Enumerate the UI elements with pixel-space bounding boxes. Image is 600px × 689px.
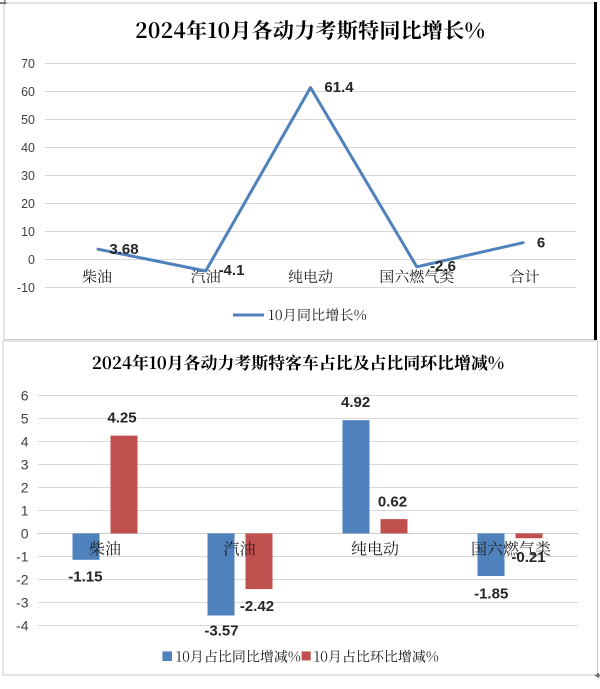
svg-text:-0.21: -0.21 bbox=[511, 549, 545, 566]
svg-text:70: 70 bbox=[21, 57, 35, 71]
svg-text:5: 5 bbox=[21, 410, 29, 426]
svg-text:-3.57: -3.57 bbox=[204, 623, 238, 640]
svg-text:0.62: 0.62 bbox=[378, 494, 407, 511]
svg-text:3.68: 3.68 bbox=[109, 241, 138, 258]
svg-text:6: 6 bbox=[537, 235, 545, 252]
svg-text:-10: -10 bbox=[17, 281, 35, 295]
svg-text:-1.85: -1.85 bbox=[474, 586, 508, 603]
svg-text:-2.6: -2.6 bbox=[430, 258, 456, 275]
svg-text:2: 2 bbox=[21, 479, 29, 495]
svg-text:61.4: 61.4 bbox=[324, 79, 354, 96]
svg-text:4: 4 bbox=[21, 433, 29, 449]
svg-text:10: 10 bbox=[21, 225, 35, 239]
svg-text:0: 0 bbox=[28, 253, 35, 267]
svg-text:4.92: 4.92 bbox=[341, 394, 370, 411]
svg-text:50: 50 bbox=[21, 113, 35, 127]
svg-text:30: 30 bbox=[21, 169, 35, 183]
svg-text:6: 6 bbox=[21, 387, 29, 403]
svg-text:1: 1 bbox=[21, 502, 29, 518]
svg-text:-3: -3 bbox=[16, 594, 29, 610]
svg-text:0: 0 bbox=[21, 525, 29, 541]
svg-text:4.25: 4.25 bbox=[107, 409, 136, 426]
svg-text:-4.1: -4.1 bbox=[219, 262, 245, 279]
svg-text:-2: -2 bbox=[16, 571, 29, 587]
svg-text:40: 40 bbox=[21, 141, 35, 155]
svg-text:-1.15: -1.15 bbox=[68, 568, 102, 585]
svg-text:3: 3 bbox=[21, 456, 29, 472]
svg-text:-2.42: -2.42 bbox=[240, 598, 274, 615]
svg-text:-1: -1 bbox=[16, 548, 29, 564]
svg-text:60: 60 bbox=[21, 85, 35, 99]
svg-text:20: 20 bbox=[21, 197, 35, 211]
svg-text:-4: -4 bbox=[16, 617, 29, 633]
